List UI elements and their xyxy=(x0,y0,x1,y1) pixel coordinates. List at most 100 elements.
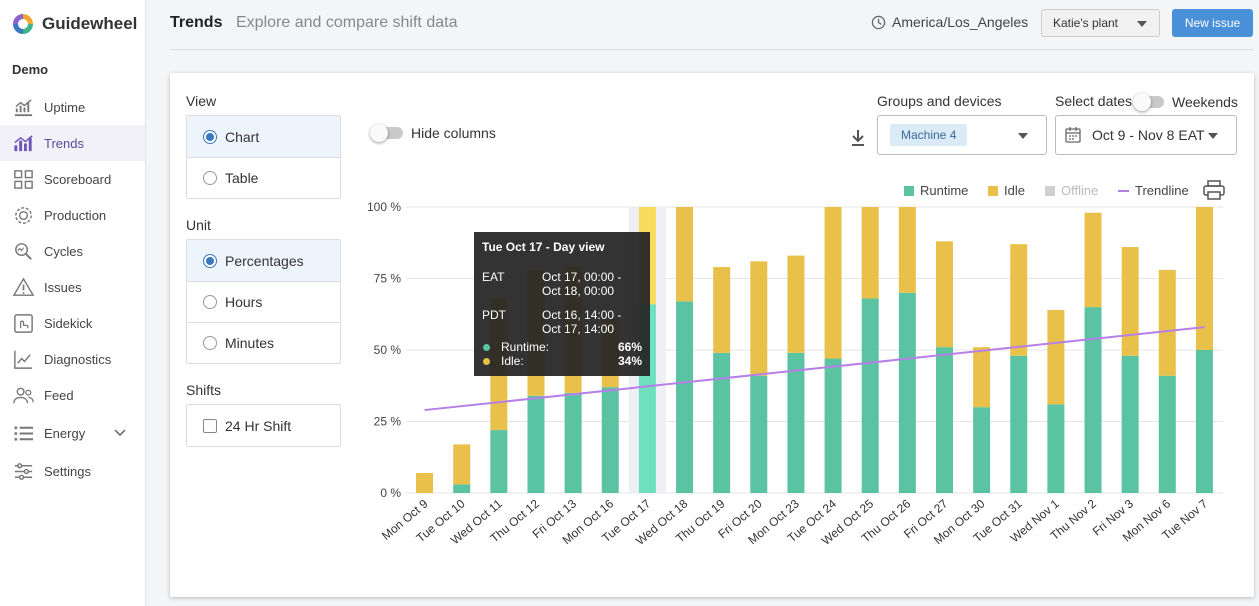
bar-runtime[interactable] xyxy=(601,387,619,493)
tooltip-idle-dot xyxy=(483,358,490,365)
checkbox[interactable] xyxy=(203,418,217,433)
sidebar: Guidewheel Demo Uptime Trends Scoreboard… xyxy=(0,0,146,606)
nav-item-production[interactable]: Production xyxy=(0,197,145,233)
bar-runtime[interactable] xyxy=(1158,375,1176,493)
legend-idle[interactable]: Idle xyxy=(988,183,1025,198)
bar-runtime[interactable] xyxy=(1121,355,1139,493)
view-options: Chart Table xyxy=(186,115,341,199)
device-chip[interactable]: Machine 4 xyxy=(890,124,968,146)
shift-option-24hr[interactable]: 24 Hr Shift xyxy=(187,405,340,446)
bar-runtime[interactable] xyxy=(564,392,582,493)
y-tick-label: 25 % xyxy=(374,415,402,429)
bar-idle[interactable] xyxy=(713,267,731,353)
bar-idle[interactable] xyxy=(416,472,434,493)
energy-icon xyxy=(14,425,34,441)
feed-icon xyxy=(13,387,34,403)
bar-idle[interactable] xyxy=(935,241,953,348)
bar-runtime[interactable] xyxy=(787,352,805,493)
nav-item-diagnostics[interactable]: Diagnostics xyxy=(0,341,145,377)
radio-checked[interactable] xyxy=(203,129,217,144)
caret-down-icon xyxy=(1137,21,1147,27)
bar-runtime[interactable] xyxy=(1195,350,1213,493)
legend-label: Offline xyxy=(1061,183,1099,198)
radio-unchecked[interactable] xyxy=(203,171,217,185)
bar-runtime[interactable] xyxy=(713,352,731,493)
view-option-chart[interactable]: Chart xyxy=(187,116,340,157)
toggle-knob xyxy=(1133,93,1151,111)
device-select[interactable]: Machine 4 xyxy=(877,115,1047,155)
unit-option-percentages[interactable]: Percentages xyxy=(187,240,340,281)
legend-trendline[interactable]: Trendline xyxy=(1118,183,1189,198)
unit-options: Percentages Hours Minutes xyxy=(186,239,341,364)
radio-unchecked[interactable] xyxy=(203,336,217,350)
bar-runtime[interactable] xyxy=(1010,355,1028,493)
bar-runtime[interactable] xyxy=(824,358,842,493)
nav-label: Diagnostics xyxy=(44,351,112,367)
bar-idle[interactable] xyxy=(1195,207,1213,350)
legend-swatch xyxy=(904,185,914,196)
nav-label: Scoreboard xyxy=(44,171,112,187)
print-icon[interactable] xyxy=(1203,180,1225,200)
bar-idle[interactable] xyxy=(1047,309,1065,405)
bar-idle[interactable] xyxy=(861,207,879,299)
nav-item-sidekick[interactable]: Sidekick xyxy=(0,305,145,341)
download-icon[interactable] xyxy=(850,129,866,147)
y-tick-label: 100 % xyxy=(367,200,401,214)
legend-swatch xyxy=(988,185,998,196)
bar-runtime[interactable] xyxy=(898,292,916,493)
logo[interactable]: Guidewheel xyxy=(11,12,137,36)
bar-runtime[interactable] xyxy=(973,407,991,493)
bar-idle[interactable] xyxy=(1158,269,1176,376)
bar-idle[interactable] xyxy=(1121,247,1139,356)
nav-item-scoreboard[interactable]: Scoreboard xyxy=(0,161,145,197)
bar-runtime[interactable] xyxy=(861,298,879,493)
nav-item-feed[interactable]: Feed xyxy=(0,377,145,413)
nav-item-settings[interactable]: Settings xyxy=(0,453,145,489)
view-option-table[interactable]: Table xyxy=(187,157,340,198)
bar-idle[interactable] xyxy=(453,444,471,485)
date-range-select[interactable]: Oct 9 - Nov 8 EAT xyxy=(1055,115,1237,155)
nav-item-uptime[interactable]: Uptime xyxy=(0,89,145,125)
view-option-label: Table xyxy=(225,170,259,186)
bar-idle[interactable] xyxy=(787,255,805,353)
radio-unchecked[interactable] xyxy=(203,295,217,309)
plant-select[interactable]: Katie's plant xyxy=(1041,9,1160,37)
bar-runtime[interactable] xyxy=(676,301,694,493)
bar-runtime[interactable] xyxy=(935,347,953,493)
radio-checked[interactable] xyxy=(203,253,217,268)
bar-runtime[interactable] xyxy=(1047,404,1065,493)
nav-item-issues[interactable]: Issues xyxy=(0,269,145,305)
bar-idle[interactable] xyxy=(1084,212,1102,308)
weekends-toggle[interactable] xyxy=(1133,93,1164,111)
nav-label: Cycles xyxy=(44,243,84,259)
bar-idle[interactable] xyxy=(750,261,768,376)
tooltip-tz2-range-b: Oct 17, 14:00 xyxy=(542,322,615,336)
legend-offline[interactable]: Offline xyxy=(1045,183,1098,198)
chevron-down-icon[interactable] xyxy=(113,426,127,440)
bar-runtime[interactable] xyxy=(1084,307,1102,493)
unit-option-minutes[interactable]: Minutes xyxy=(187,322,340,363)
bar-idle[interactable] xyxy=(1010,244,1028,356)
bar-idle[interactable] xyxy=(898,207,916,293)
nav-label: Trends xyxy=(44,135,84,151)
toggle-knob xyxy=(370,124,388,142)
bar-idle[interactable] xyxy=(973,347,991,408)
bar-runtime[interactable] xyxy=(490,430,508,493)
bar-idle[interactable] xyxy=(824,207,842,359)
bar-idle[interactable] xyxy=(676,207,694,302)
nav-item-energy[interactable]: Energy xyxy=(0,413,145,453)
new-issue-button[interactable]: New issue xyxy=(1172,9,1253,37)
hide-columns-toggle[interactable] xyxy=(370,124,403,142)
uptime-icon xyxy=(14,98,33,116)
bar-runtime[interactable] xyxy=(750,375,768,493)
scoreboard-icon xyxy=(14,169,33,189)
nav-item-trends[interactable]: Trends xyxy=(0,125,145,161)
nav-label: Settings xyxy=(44,463,91,479)
nav-item-cycles[interactable]: Cycles xyxy=(0,233,145,269)
legend-runtime[interactable]: Runtime xyxy=(904,183,968,198)
bar-runtime[interactable] xyxy=(527,395,545,493)
bar-runtime[interactable] xyxy=(453,484,471,493)
tooltip-runtime-dot xyxy=(483,344,490,351)
unit-option-hours[interactable]: Hours xyxy=(187,281,340,322)
page-subtitle: Explore and compare shift data xyxy=(236,14,458,31)
